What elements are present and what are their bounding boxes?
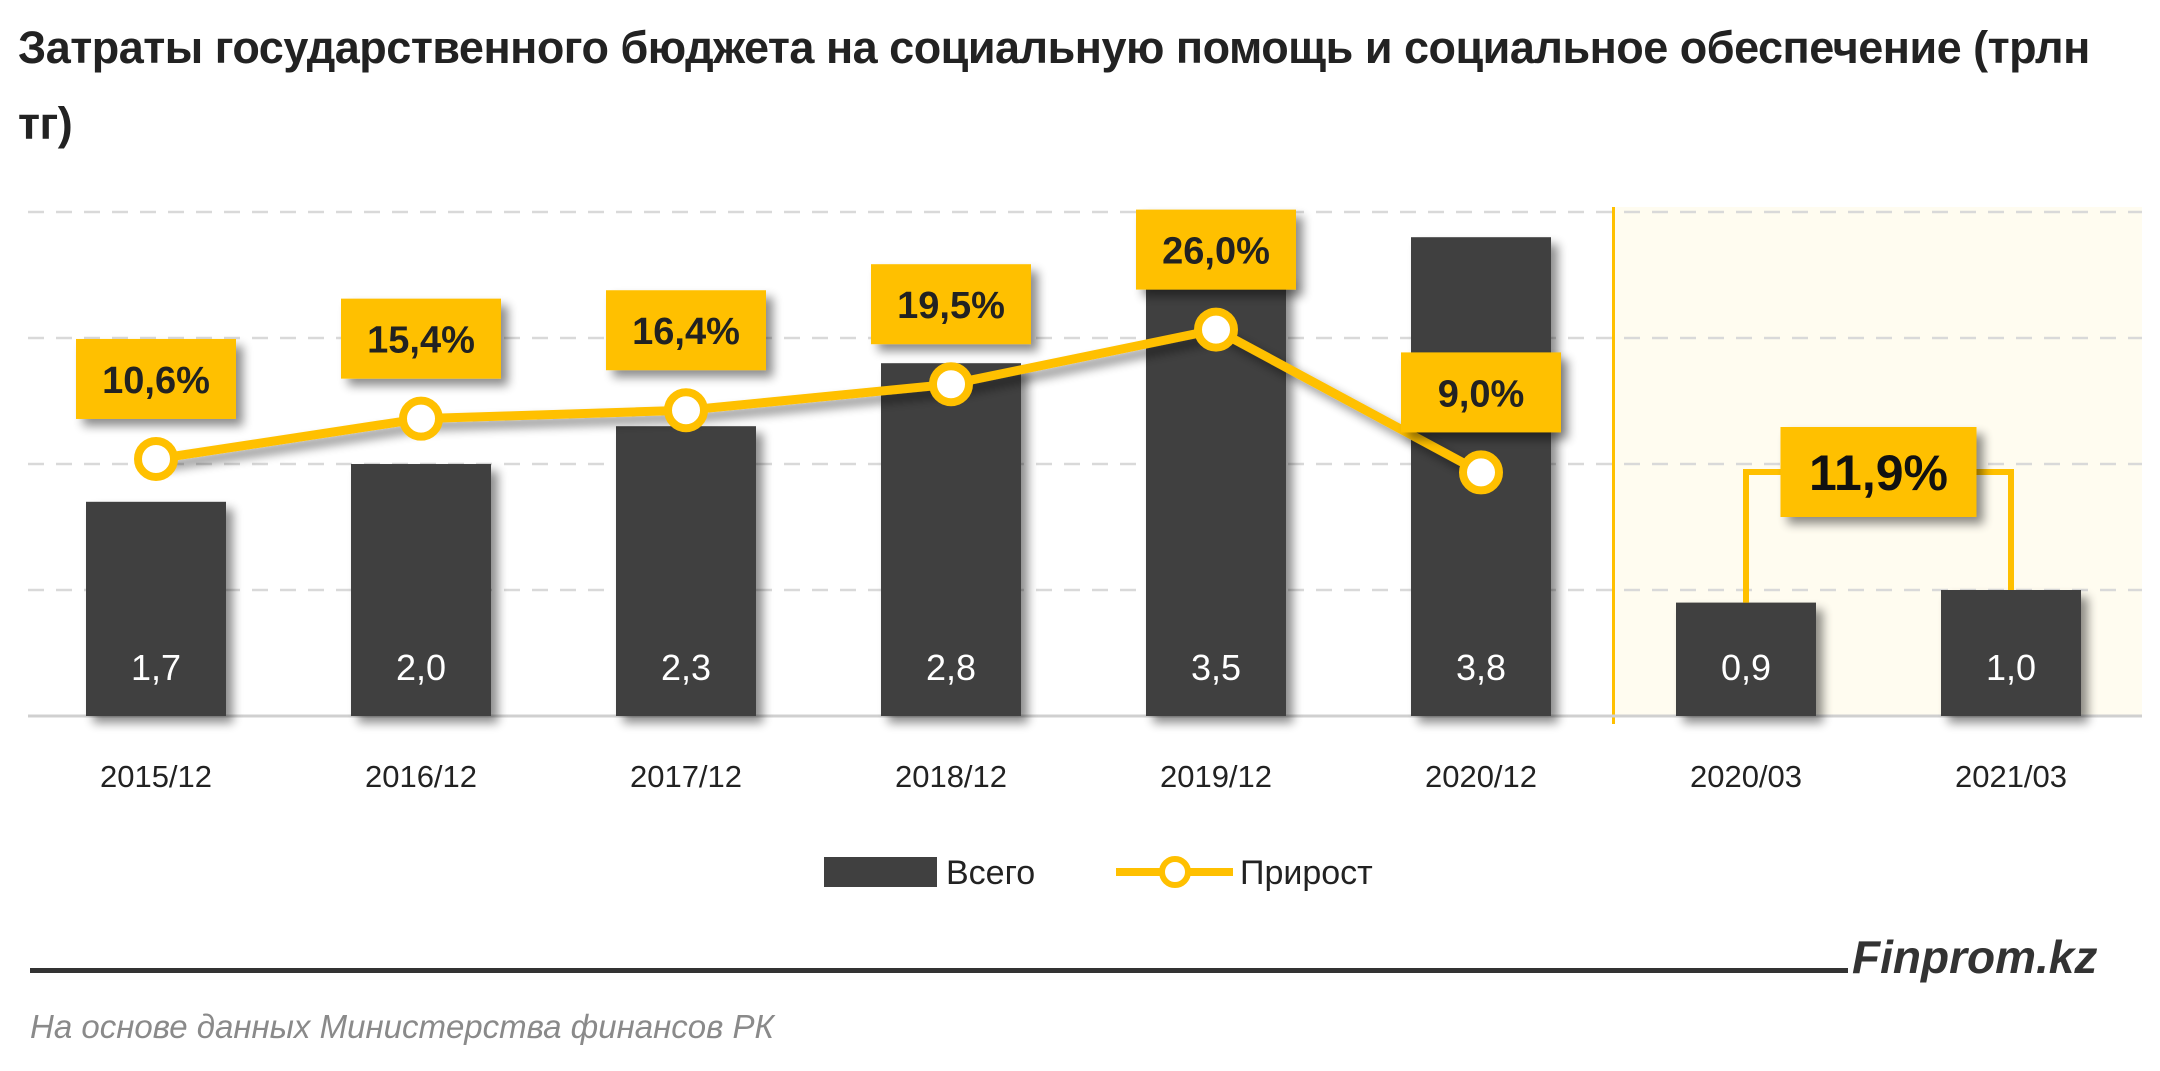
growth-label: 9,0% [1438, 373, 1525, 415]
legend-label-bars: Всего [946, 854, 1035, 892]
comparison-label-box [1780, 427, 1977, 517]
growth-marker [664, 388, 708, 433]
growth-label: 10,6% [102, 360, 210, 402]
growth-marker [929, 362, 973, 407]
bar [351, 464, 491, 716]
x-tick-label: 2020/03 [1690, 759, 1802, 794]
growth-label: 26,0% [1162, 231, 1270, 273]
growth-label-box [341, 298, 501, 379]
brand-logo: Finprom.kz [1852, 931, 2098, 983]
legend-swatch-bars [824, 857, 937, 887]
growth-label-box [1136, 209, 1296, 290]
growth-marker [1194, 307, 1238, 352]
growth-line [155, 325, 1484, 477]
bar-value-label: 0,9 [1721, 647, 1771, 688]
x-tick-label: 2020/12 [1425, 759, 1537, 794]
growth-label: 15,4% [367, 320, 475, 362]
growth-label-box [871, 264, 1031, 345]
footer-divider [30, 968, 1848, 973]
x-tick-label: 2017/12 [630, 759, 742, 794]
x-tick-label: 2019/12 [1160, 759, 1272, 794]
bar-value-label: 2,0 [396, 647, 446, 688]
bar [616, 426, 756, 716]
growth-marker [134, 436, 178, 481]
legend-label-line: Прирост [1240, 854, 1373, 892]
bar-value-label: 1,0 [1986, 647, 2036, 688]
source-note: На основе данных Министерства финансов Р… [30, 1008, 774, 1045]
growth-label-box [606, 290, 766, 371]
growth-marker [399, 396, 443, 441]
growth-label-box [76, 338, 236, 419]
growth-marker [1459, 450, 1503, 495]
growth-label: 16,4% [632, 311, 740, 353]
bar [1676, 602, 1816, 716]
bar-value-label: 1,7 [131, 647, 181, 688]
x-tick-label: 2015/12 [100, 759, 212, 794]
bar-value-label: 2,8 [926, 647, 976, 688]
growth-label-box [1401, 352, 1561, 433]
x-tick-label: 2016/12 [365, 759, 477, 794]
x-tick-label: 2021/03 [1955, 759, 2067, 794]
bar-value-label: 3,8 [1456, 647, 1506, 688]
growth-label: 19,5% [897, 285, 1005, 327]
bar [1941, 590, 2081, 716]
bar-value-label: 2,3 [661, 647, 711, 688]
x-tick-label: 2018/12 [895, 759, 1007, 794]
legend-marker-line [1159, 856, 1191, 888]
chart-title: Затраты государственного бюджета на соци… [18, 22, 2090, 149]
bar [881, 363, 1021, 716]
bar-value-label: 3,5 [1191, 647, 1241, 688]
bar [86, 501, 226, 716]
comparison-label: 11,9% [1809, 445, 1948, 501]
